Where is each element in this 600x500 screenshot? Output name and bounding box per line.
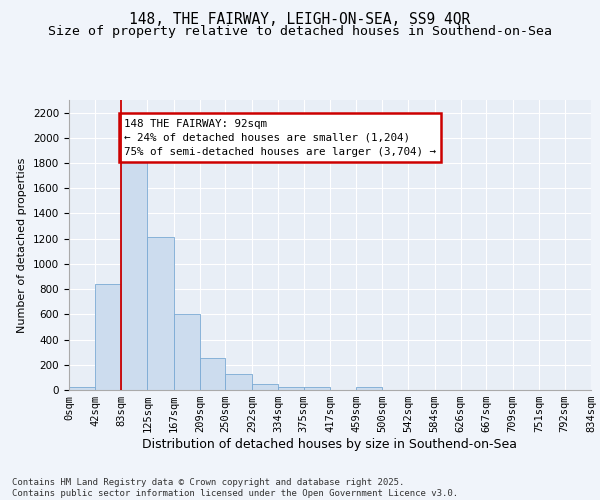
Bar	[95, 284, 121, 390]
Text: Contains HM Land Registry data © Crown copyright and database right 2025.
Contai: Contains HM Land Registry data © Crown c…	[12, 478, 458, 498]
Bar	[278, 387, 304, 390]
Text: 148 THE FAIRWAY: 92sqm
← 24% of detached houses are smaller (1,204)
75% of semi-: 148 THE FAIRWAY: 92sqm ← 24% of detached…	[124, 119, 436, 157]
Bar	[356, 388, 382, 390]
Bar	[304, 388, 330, 390]
Bar	[121, 160, 147, 390]
Y-axis label: Number of detached properties: Number of detached properties	[17, 158, 28, 332]
Bar	[69, 388, 95, 390]
Bar	[252, 384, 278, 390]
Bar	[226, 374, 252, 390]
Bar	[147, 238, 173, 390]
Text: 148, THE FAIRWAY, LEIGH-ON-SEA, SS9 4QR: 148, THE FAIRWAY, LEIGH-ON-SEA, SS9 4QR	[130, 12, 470, 28]
Bar	[173, 314, 200, 390]
Bar	[200, 358, 226, 390]
X-axis label: Distribution of detached houses by size in Southend-on-Sea: Distribution of detached houses by size …	[143, 438, 517, 451]
Text: Size of property relative to detached houses in Southend-on-Sea: Size of property relative to detached ho…	[48, 25, 552, 38]
